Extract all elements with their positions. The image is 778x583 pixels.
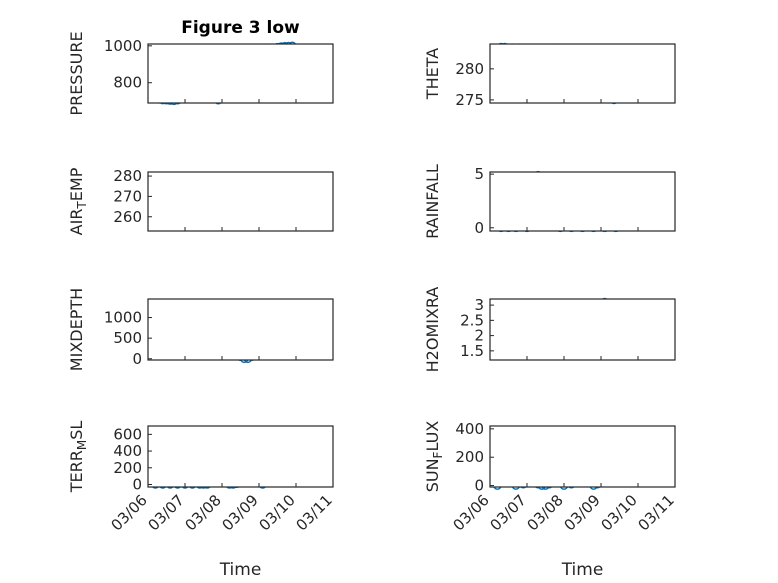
y-tick-label: 275 bbox=[455, 91, 484, 109]
y-axis-label: AIRTEMP bbox=[67, 167, 89, 235]
y-tick-label: 1000 bbox=[104, 37, 142, 55]
y-tick-label: 600 bbox=[113, 425, 142, 443]
chart-title: Figure 3 low bbox=[181, 18, 300, 38]
y-tick-label: 0 bbox=[132, 350, 142, 368]
subplot-5: 0 500 1000 MIXDEPTH bbox=[67, 288, 334, 371]
x-tick-label: 03/09 bbox=[219, 491, 262, 534]
axes-frame bbox=[147, 171, 334, 232]
x-tick-label: 03/07 bbox=[487, 491, 530, 534]
x-tick-label: 03/09 bbox=[561, 491, 604, 534]
x-tick-label: 03/06 bbox=[450, 491, 493, 534]
axes-frame bbox=[147, 425, 334, 488]
axes-frame bbox=[147, 43, 334, 104]
axes-frame bbox=[489, 171, 676, 232]
y-tick-label: 270 bbox=[113, 187, 142, 205]
y-tick-label: 0 bbox=[474, 219, 484, 237]
axes-frame bbox=[489, 425, 676, 488]
y-tick-label: 0 bbox=[132, 475, 142, 493]
x-tick-label: 03/10 bbox=[256, 491, 299, 534]
y-tick-label: 5 bbox=[474, 165, 484, 183]
axes-frame bbox=[489, 43, 676, 104]
y-tick-label: 500 bbox=[113, 329, 142, 347]
y-tick-label: 2 bbox=[474, 327, 484, 345]
y-tick-label: 3 bbox=[474, 296, 484, 314]
x-tick-label: 03/08 bbox=[182, 491, 225, 534]
subplot-2: 275 280 THETA bbox=[423, 42, 676, 109]
axes-frame bbox=[489, 298, 676, 361]
y-tick-label: 200 bbox=[455, 448, 484, 466]
x-axis-label: Time bbox=[219, 560, 262, 580]
subplot-6: 1.522.53 H2OMIXRA bbox=[423, 287, 676, 373]
y-axis-label: RAINFALL bbox=[423, 164, 442, 239]
y-axis-label: H2OMIXRA bbox=[423, 287, 442, 373]
y-tick-label: 260 bbox=[113, 208, 142, 226]
y-tick-label: 280 bbox=[113, 167, 142, 185]
y-tick-label: 400 bbox=[455, 420, 484, 438]
x-tick-label: 03/08 bbox=[524, 491, 567, 534]
x-tick-label: 03/11 bbox=[293, 491, 336, 534]
y-tick-label: 1.5 bbox=[460, 342, 484, 360]
x-tick-label: 03/11 bbox=[635, 491, 678, 534]
y-axis-label: PRESSURE bbox=[67, 31, 86, 115]
y-tick-label: 2.5 bbox=[460, 311, 484, 329]
y-tick-label: 280 bbox=[455, 60, 484, 78]
y-tick-label: 800 bbox=[113, 74, 142, 92]
subplot-4: 0 5 RAINFALL bbox=[423, 164, 676, 239]
subplot-3: 260 270 280 AIRTEMP bbox=[67, 167, 334, 235]
y-tick-label: 1000 bbox=[104, 309, 142, 327]
x-tick-label: 03/10 bbox=[598, 491, 641, 534]
y-axis-label: THETA bbox=[423, 48, 442, 100]
subplot-1: 800 1000 PRESSURE Figure 3 low bbox=[67, 18, 334, 116]
y-axis-label: MIXDEPTH bbox=[67, 288, 86, 371]
y-axis-label: SUNFLUX bbox=[423, 421, 445, 493]
x-tick-label: 03/06 bbox=[108, 491, 151, 534]
y-tick-label: 0 bbox=[474, 477, 484, 495]
x-tick-label: 03/07 bbox=[145, 491, 188, 534]
y-axis-label: TERRMSL bbox=[67, 421, 89, 494]
axes-frame bbox=[147, 298, 334, 361]
y-tick-label: 200 bbox=[113, 459, 142, 477]
x-axis-label: Time bbox=[561, 560, 604, 580]
y-tick-label: 400 bbox=[113, 442, 142, 460]
